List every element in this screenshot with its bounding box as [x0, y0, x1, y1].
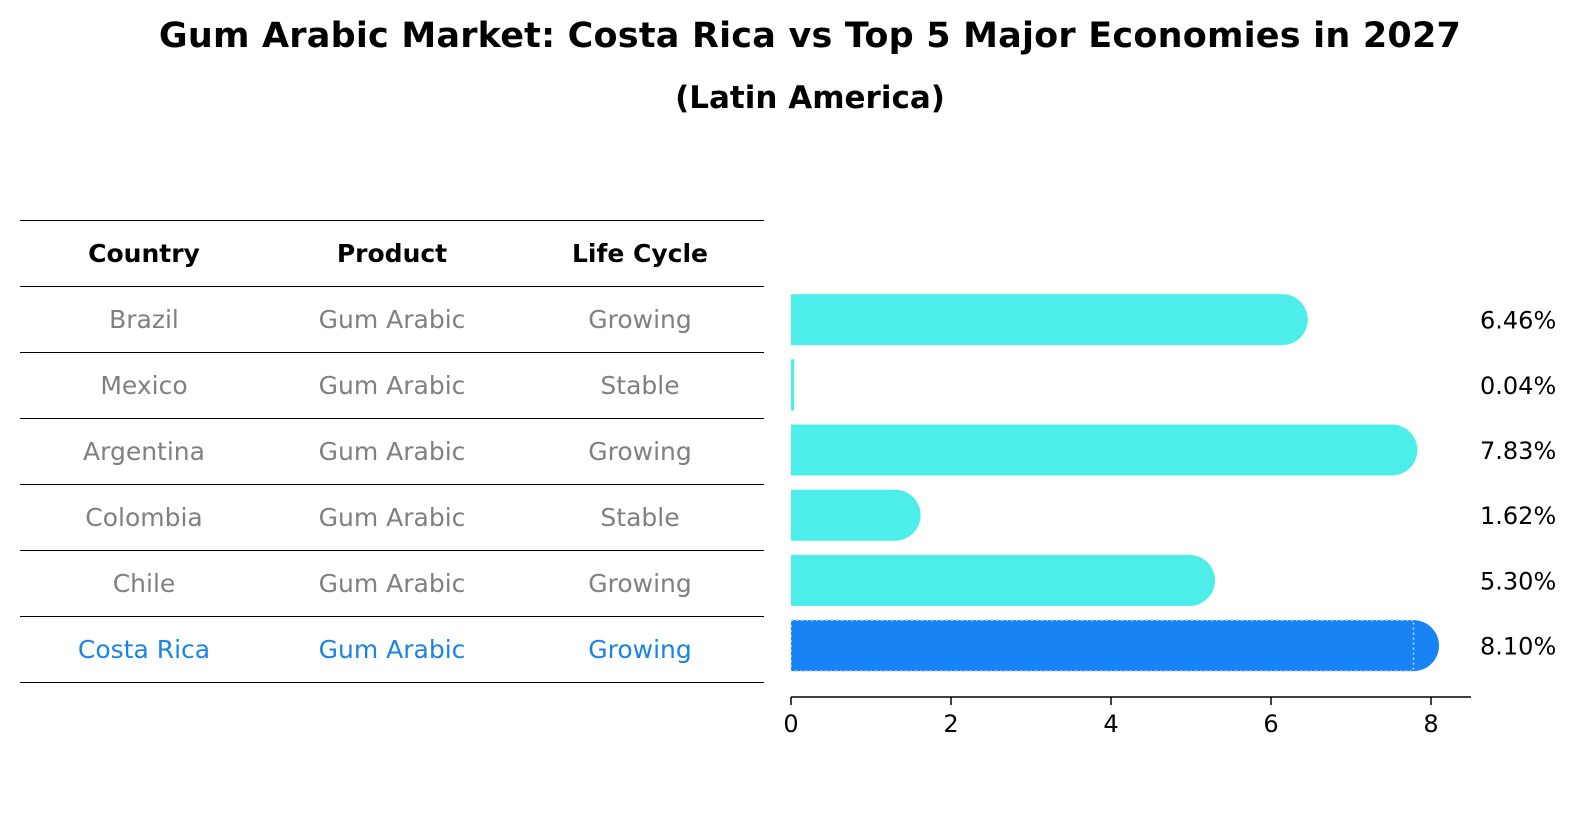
cell-country: Argentina [20, 418, 268, 485]
header-product: Product [268, 220, 516, 287]
cell-life-cycle: Stable [516, 484, 764, 551]
x-tick-label: 8 [1423, 710, 1438, 738]
bar-argentina [791, 424, 1418, 476]
cell-life-cycle: Growing [516, 616, 764, 683]
value-label: 8.10% [1480, 633, 1556, 661]
table-row: Chile Gum Arabic Growing [20, 550, 764, 617]
table-row: Argentina Gum Arabic Growing [20, 418, 764, 485]
bar-mexico [791, 359, 795, 411]
cell-product: Gum Arabic [268, 550, 516, 617]
cell-life-cycle: Growing [516, 550, 764, 617]
header-life-cycle: Life Cycle [516, 220, 764, 287]
cell-country: Mexico [20, 352, 268, 419]
chart-title: Gum Arabic Market: Costa Rica vs Top 5 M… [158, 16, 1462, 56]
cell-country: Brazil [20, 286, 268, 353]
cell-life-cycle: Growing [516, 418, 764, 485]
x-tick-label: 6 [1263, 710, 1278, 738]
value-label: 7.83% [1480, 437, 1556, 465]
cell-product: Gum Arabic [268, 616, 516, 683]
header-country: Country [20, 220, 268, 287]
bar-chile [791, 554, 1215, 606]
table-row: Colombia Gum Arabic Stable [20, 484, 764, 551]
cell-product: Gum Arabic [268, 484, 516, 551]
x-tick-label: 0 [783, 710, 798, 738]
value-label: 1.62% [1480, 502, 1556, 530]
cell-life-cycle: Stable [516, 352, 764, 419]
x-tick-label: 2 [943, 710, 958, 738]
cell-country: Colombia [20, 484, 268, 551]
bar-colombia [791, 489, 921, 541]
cell-product: Gum Arabic [268, 418, 516, 485]
table-row-highlight: Costa Rica Gum Arabic Growing [20, 616, 764, 683]
x-tick-label: 4 [1103, 710, 1118, 738]
value-label: 6.46% [1480, 307, 1556, 335]
value-label: 5.30% [1480, 567, 1556, 595]
bar-brazil [791, 294, 1308, 346]
data-table: Country Product Life Cycle Brazil Gum Ar… [20, 220, 764, 683]
value-label: 0.04% [1480, 372, 1556, 400]
cell-country: Costa Rica [20, 616, 268, 683]
cell-product: Gum Arabic [268, 286, 516, 353]
bar-costa-rica [791, 620, 1439, 672]
cell-life-cycle: Growing [516, 286, 764, 353]
table-row: Brazil Gum Arabic Growing [20, 286, 764, 353]
table-row: Mexico Gum Arabic Stable [20, 352, 764, 419]
table-header-row: Country Product Life Cycle [20, 220, 764, 287]
chart-subtitle: (Latin America) [675, 80, 945, 116]
bar-highlight-outline [790, 619, 1415, 672]
cell-product: Gum Arabic [268, 352, 516, 419]
cell-country: Chile [20, 550, 268, 617]
